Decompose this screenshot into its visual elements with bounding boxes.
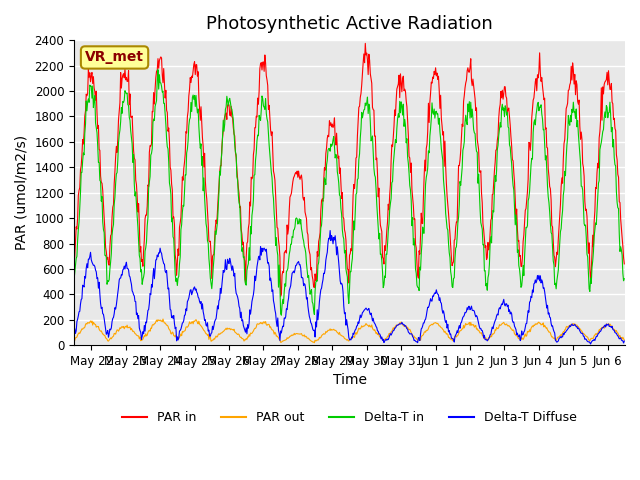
Line: PAR out: PAR out: [74, 319, 624, 343]
Title: Photosynthetic Active Radiation: Photosynthetic Active Radiation: [206, 15, 493, 33]
PAR in: [263, 77, 271, 83]
Legend: PAR in, PAR out, Delta-T in, Delta-T Diffuse: PAR in, PAR out, Delta-T in, Delta-T Dif…: [116, 407, 582, 430]
Delta-T Diffuse: [284, 300, 292, 305]
Delta-T in: [135, 238, 143, 243]
Delta-T in: [438, 152, 446, 158]
PAR out: [285, 335, 292, 341]
Delta-T Diffuse: [406, 331, 414, 337]
Text: VR_met: VR_met: [85, 50, 144, 64]
Delta-T in: [408, 198, 415, 204]
PAR out: [237, 335, 244, 340]
PAR out: [135, 333, 143, 339]
PAR in: [70, 258, 78, 264]
PAR out: [438, 325, 446, 331]
Delta-T Diffuse: [438, 300, 445, 306]
Delta-T in: [237, 219, 244, 225]
PAR out: [159, 316, 167, 322]
PAR in: [438, 123, 446, 129]
PAR out: [310, 340, 318, 346]
Delta-T Diffuse: [135, 312, 143, 318]
Delta-T Diffuse: [236, 305, 244, 311]
Delta-T Diffuse: [620, 338, 628, 344]
Delta-T in: [264, 119, 271, 125]
PAR in: [236, 204, 244, 210]
PAR in: [362, 40, 369, 46]
PAR in: [277, 293, 285, 299]
Delta-T in: [278, 312, 285, 318]
Delta-T Diffuse: [587, 341, 595, 347]
Line: Delta-T Diffuse: Delta-T Diffuse: [74, 230, 624, 344]
Delta-T in: [154, 67, 162, 72]
PAR out: [408, 330, 415, 336]
Delta-T in: [285, 251, 293, 257]
Line: Delta-T in: Delta-T in: [74, 70, 624, 315]
X-axis label: Time: Time: [333, 373, 367, 387]
Delta-T in: [620, 276, 628, 282]
Delta-T in: [70, 277, 78, 283]
PAR out: [620, 337, 628, 343]
Delta-T Diffuse: [70, 330, 78, 336]
PAR out: [70, 336, 78, 342]
PAR out: [264, 322, 271, 327]
Delta-T Diffuse: [326, 228, 334, 233]
Delta-T Diffuse: [263, 254, 271, 260]
PAR in: [408, 160, 415, 166]
Y-axis label: PAR (umol/m2/s): PAR (umol/m2/s): [15, 135, 29, 250]
PAR in: [135, 201, 143, 206]
PAR in: [285, 225, 292, 231]
Line: PAR in: PAR in: [74, 43, 624, 296]
PAR in: [620, 261, 628, 267]
